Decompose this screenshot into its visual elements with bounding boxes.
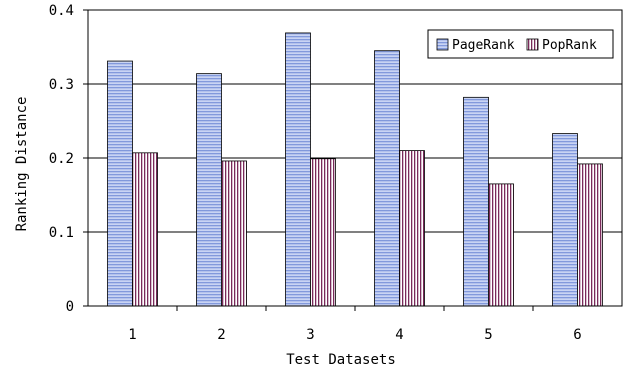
bar-pagerank-5 [463, 96, 489, 307]
bar-pagerank-6 [552, 133, 578, 307]
bar-poprank-1 [132, 152, 158, 307]
x-tick-label: 2 [217, 327, 225, 343]
bar-pagerank-4 [374, 50, 400, 307]
bar-poprank-2 [221, 160, 247, 307]
legend-swatch-pagerank [436, 38, 449, 51]
x-tick-label: 1 [128, 327, 136, 343]
bar-pagerank-2 [196, 73, 222, 307]
y-axis-label: Ranking Distance [14, 97, 30, 232]
bar-poprank-6 [577, 163, 603, 307]
legend-box [427, 29, 614, 59]
y-tick-label: 0.3 [49, 77, 74, 93]
x-tick-label: 6 [573, 327, 581, 343]
bar-pagerank-3 [285, 32, 311, 307]
bar-poprank-5 [488, 183, 514, 307]
legend-label-poprank: PopRank [542, 38, 597, 53]
legend: PageRank PopRank [427, 29, 614, 59]
bar-pagerank-1 [107, 60, 133, 307]
y-tick-label: 0.4 [49, 3, 74, 19]
y-axis-ticks: 0 0.1 0.2 0.3 0.4 [49, 3, 88, 315]
bars-group [107, 32, 603, 307]
gridlines [88, 83, 622, 233]
bar-poprank-4 [399, 150, 425, 307]
bar-poprank-3 [310, 158, 336, 307]
x-tick-label: 4 [395, 327, 403, 343]
legend-swatch-poprank [526, 38, 539, 51]
y-tick-label: 0 [66, 299, 74, 315]
x-axis-ticks: 1 2 3 4 5 6 [128, 306, 582, 343]
x-axis-label: Test Datasets [286, 352, 396, 368]
y-tick-label: 0.1 [49, 225, 74, 241]
x-tick-label: 5 [484, 327, 492, 343]
y-tick-label: 0.2 [49, 151, 74, 167]
x-tick-label: 3 [306, 327, 314, 343]
legend-label-pagerank: PageRank [452, 38, 515, 53]
